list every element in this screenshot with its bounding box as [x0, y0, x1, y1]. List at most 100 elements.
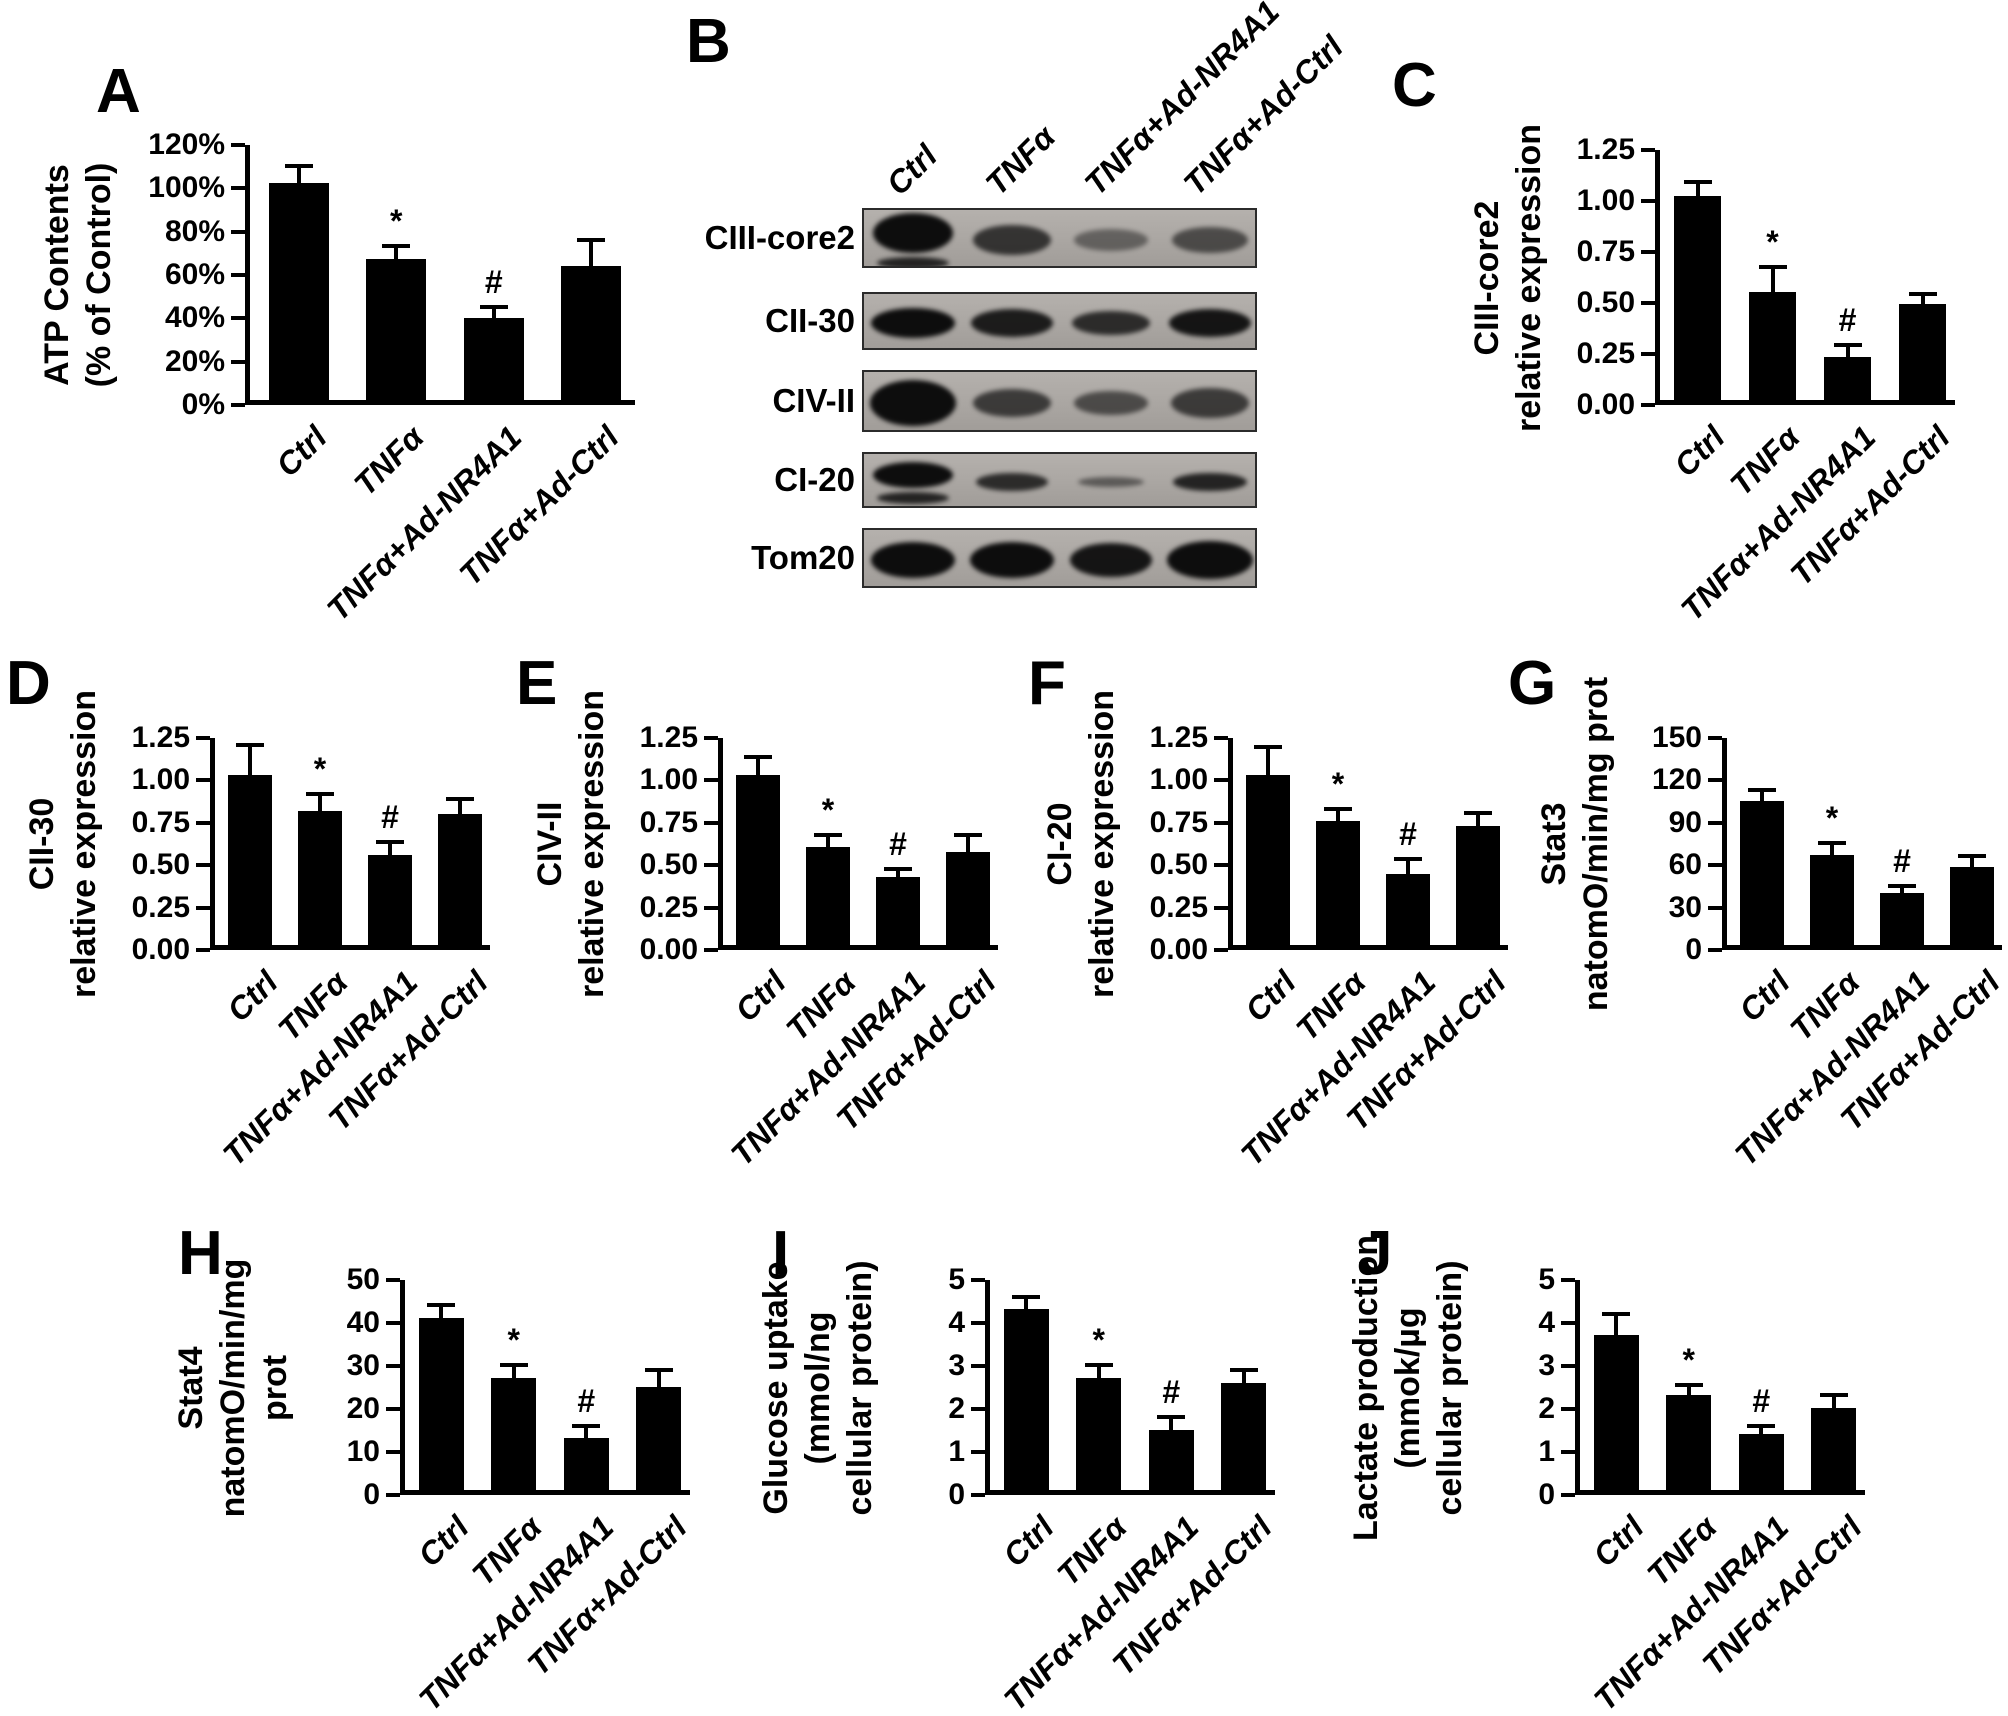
- significance-marker: #: [484, 263, 503, 300]
- error-bar: [1614, 1313, 1619, 1338]
- significance-marker: *: [1331, 766, 1345, 803]
- y-tick-mark: [231, 186, 245, 191]
- y-tick-label: 30: [1668, 890, 1702, 924]
- blot-band: [1071, 311, 1150, 335]
- y-tick-label: 3: [1538, 1349, 1555, 1382]
- error-bar: [1970, 855, 1974, 870]
- significance-marker: #: [1838, 301, 1857, 338]
- error-bar-cap: [382, 244, 411, 249]
- bar: [1824, 357, 1871, 400]
- y-tick-mark: [1641, 403, 1655, 407]
- significance-marker: #: [1399, 815, 1417, 852]
- error-bar-cap: [572, 1423, 601, 1428]
- y-tick-mark: [1708, 778, 1722, 783]
- significance-marker: #: [577, 1382, 596, 1419]
- y-axis-title-line: relative expression: [1510, 123, 1548, 432]
- panel-letter-f: F: [1028, 649, 1067, 718]
- blot-band: [877, 257, 950, 266]
- error-bar: [756, 756, 760, 778]
- error-bar-cap: [1394, 856, 1422, 861]
- y-tick-label: 60: [1668, 848, 1702, 882]
- error-bar: [1024, 1296, 1029, 1312]
- y-axis-title-line: Glucose uptake: [757, 1260, 795, 1515]
- y-tick-label: 0.50: [131, 848, 190, 882]
- y-tick-label: 1.00: [1149, 763, 1208, 797]
- y-tick-mark: [971, 1364, 985, 1368]
- blot-box: [862, 528, 1257, 588]
- blot-row-label: CIV-II: [772, 382, 855, 419]
- y-tick-label: 20: [346, 1392, 380, 1425]
- error-bar-cap: [814, 832, 842, 837]
- y-tick-label: 0.25: [1149, 890, 1208, 924]
- error-bar: [1759, 1425, 1764, 1437]
- bar: [418, 1318, 464, 1490]
- y-tick-label: 0.50: [1576, 286, 1635, 319]
- bar: [1749, 291, 1796, 400]
- y-axis-title-line: prot: [256, 1354, 294, 1421]
- y-axis-title-line: CII-30: [23, 797, 61, 891]
- y-axis-title-line: Lactate production: [1347, 1234, 1385, 1541]
- panel-letter-b: B: [686, 7, 732, 76]
- y-tick-label: 0.25: [639, 890, 698, 924]
- y-tick-label: 0: [363, 1478, 380, 1511]
- error-bar: [1900, 885, 1904, 895]
- y-axis-title-text: CII-30 relative expression: [21, 690, 105, 998]
- blot-box: [862, 292, 1257, 350]
- y-tick-label: 120: [1651, 763, 1702, 797]
- blot-row-label: Tom20: [751, 539, 855, 576]
- y-tick-label: 60%: [164, 258, 225, 291]
- y-tick-label: 0.50: [1149, 848, 1208, 882]
- blot-row-label: CII-30: [765, 302, 855, 339]
- y-axis-title: Stat3 natomO/min/mg prot: [1528, 668, 1622, 1020]
- y-axis-title-line: CIII-core2: [1468, 200, 1506, 355]
- y-axis-title: CIV-II relative expression: [524, 668, 618, 1020]
- y-tick-mark: [231, 316, 245, 321]
- panel-letter-j: J: [1358, 1219, 1394, 1288]
- y-tick-mark: [971, 1321, 985, 1325]
- y-tick-mark: [1561, 1407, 1575, 1411]
- bar: [561, 265, 622, 400]
- y-axis-title: CIII-core2 relative expression: [1461, 80, 1555, 475]
- bar: [366, 259, 427, 400]
- error-bar-cap: [954, 832, 982, 837]
- error-bar: [1241, 1369, 1246, 1385]
- y-axis-title: Stat4 natomO/min/mg prot: [166, 1210, 300, 1565]
- y-axis-title-line: natomO/min/mg: [214, 1258, 252, 1517]
- bar: [463, 317, 524, 400]
- x-tick-label: Ctrl: [268, 419, 334, 484]
- bar: [1899, 304, 1946, 400]
- error-bar-cap: [884, 866, 912, 871]
- error-bar-cap: [1464, 810, 1492, 815]
- y-tick-label: 1.00: [131, 763, 190, 797]
- error-bar-cap: [1958, 853, 1986, 858]
- error-bar: [1831, 1395, 1836, 1411]
- y-tick-label: 5: [1538, 1263, 1555, 1296]
- y-tick-mark: [1214, 778, 1228, 783]
- y-tick-mark: [1708, 820, 1722, 825]
- y-tick-mark: [231, 359, 245, 364]
- error-bar: [439, 1305, 444, 1320]
- y-tick-mark: [196, 905, 210, 910]
- error-bar-cap: [284, 164, 313, 168]
- y-tick-mark: [1214, 820, 1228, 825]
- y-tick-label: 4: [948, 1306, 965, 1339]
- error-bar: [511, 1365, 516, 1381]
- error-bar-cap: [446, 797, 474, 802]
- y-tick-label: 0: [948, 1478, 965, 1511]
- bar: [736, 775, 780, 945]
- y-tick-label: 40: [346, 1306, 380, 1339]
- panel-letter-h: H: [178, 1219, 224, 1288]
- y-tick-label: 4: [1538, 1306, 1555, 1339]
- blot-band: [1077, 477, 1144, 487]
- y-axis-title-text: CIV-II relative expression: [529, 690, 613, 998]
- blot-band: [871, 542, 956, 578]
- y-axis-title: Glucose uptake (mmol/ng cellular protein): [751, 1210, 885, 1565]
- blot-box: [862, 452, 1257, 508]
- bar: [438, 814, 482, 945]
- y-tick-label: 0.25: [131, 890, 190, 924]
- bar: [876, 877, 920, 945]
- error-bar-cap: [1254, 744, 1282, 749]
- y-tick-mark: [1214, 948, 1228, 952]
- y-axis-title-text: CIII-core2 relative expression: [1466, 123, 1550, 431]
